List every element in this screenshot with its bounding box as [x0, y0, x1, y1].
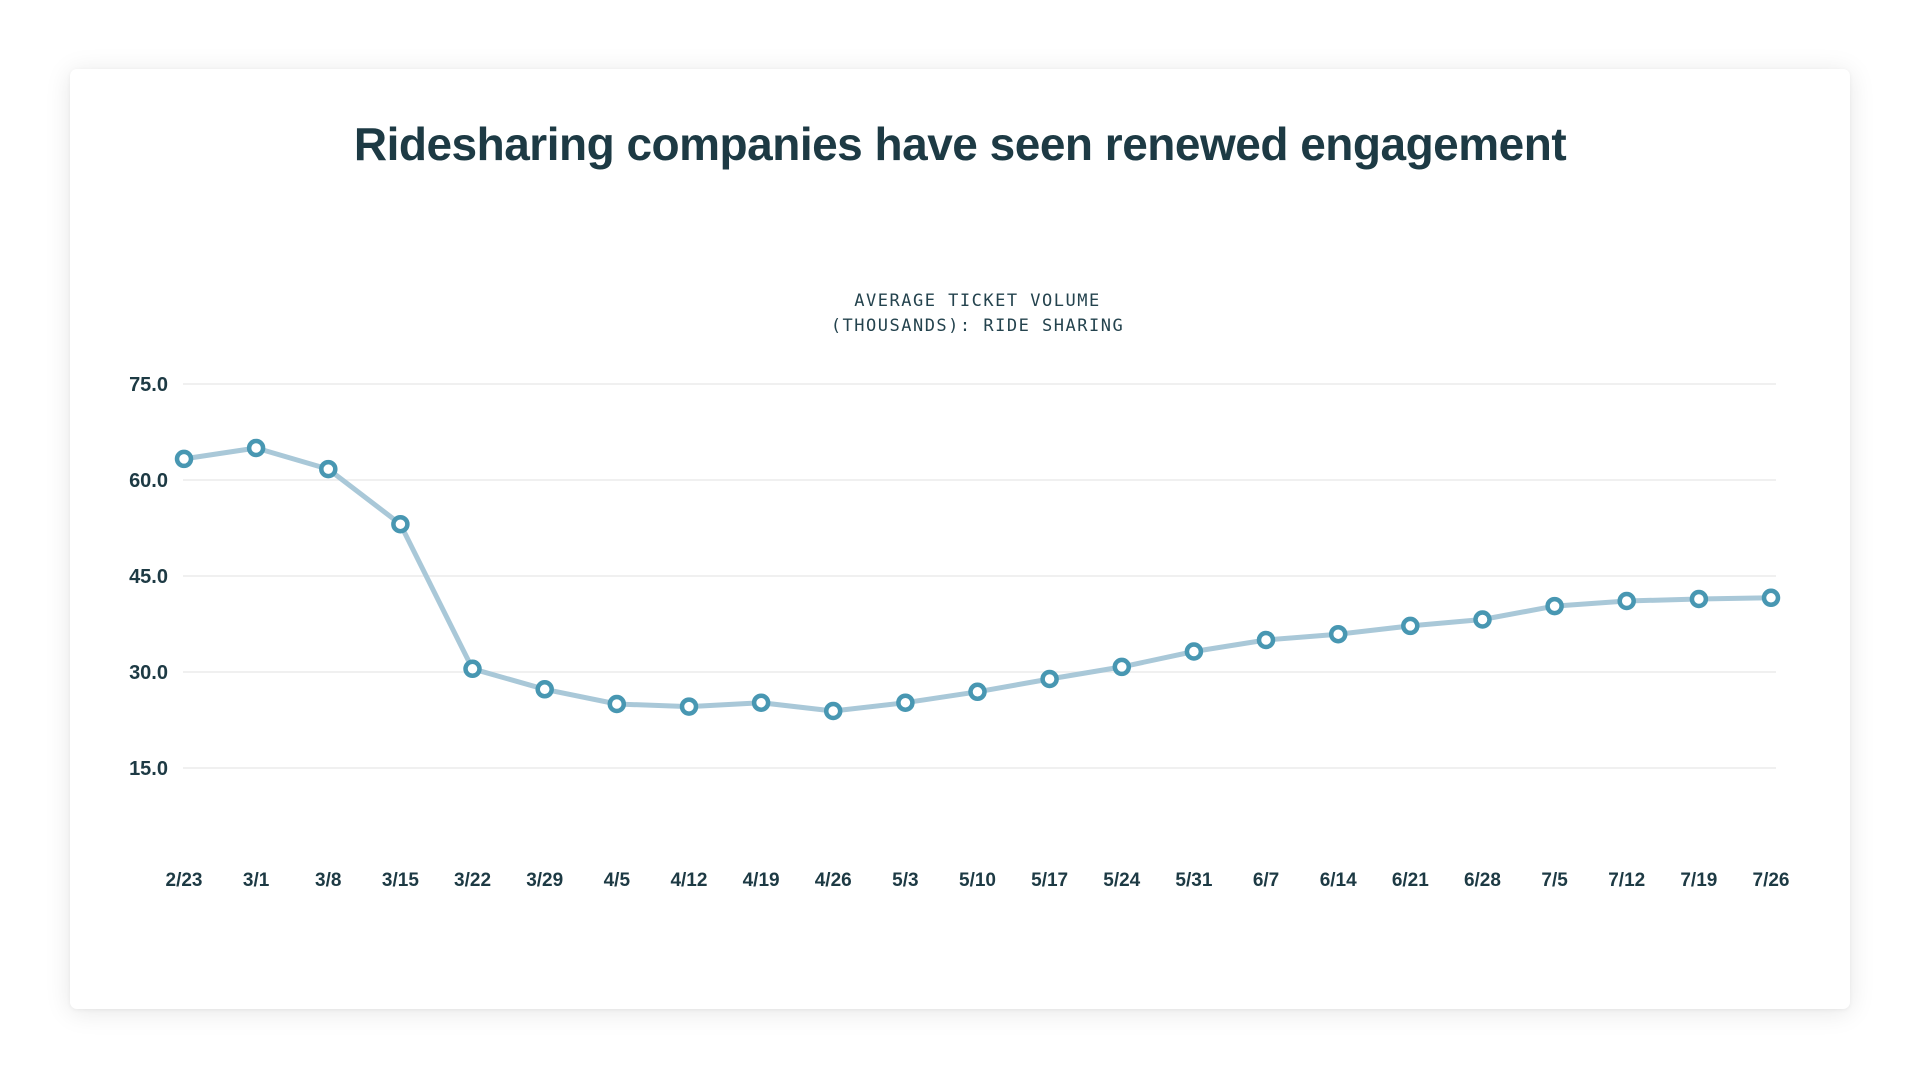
x-tick-label: 7/12 — [1608, 870, 1645, 891]
x-tick-label: 7/19 — [1680, 870, 1717, 891]
x-tick-label: 5/31 — [1175, 870, 1212, 891]
x-tick-label: 3/15 — [382, 870, 419, 891]
series — [174, 438, 1781, 721]
gridlines — [183, 383, 1776, 769]
x-tick-label: 3/8 — [315, 870, 341, 891]
data-point — [607, 694, 627, 714]
y-tick-label: 15.0 — [129, 758, 168, 780]
data-point — [1617, 591, 1636, 611]
chart-subtitle-line2: (THOUSANDS): RIDE SHARING — [830, 316, 1125, 336]
data-point — [174, 449, 194, 469]
data-point — [1401, 616, 1420, 636]
line-chart: 75.0 60.0 45.0 30.0 15.0 2/23 3/1 3/8 3/15 3/22 3… — [129, 374, 1790, 891]
y-tick-label: 30.0 — [129, 662, 168, 684]
x-tick-label: 6/28 — [1464, 870, 1501, 891]
data-point — [319, 459, 338, 479]
x-tick-label: 5/10 — [959, 870, 996, 891]
x-tick-label: 4/5 — [604, 870, 631, 891]
data-point — [968, 682, 987, 702]
data-point — [391, 514, 410, 534]
x-axis-labels: 2/23 3/1 3/8 3/15 3/22 3/29 4/5 4/12 4/19 4/26 5/3… — [166, 870, 1790, 891]
x-tick-label: 3/1 — [243, 870, 270, 891]
x-tick-label: 7/26 — [1753, 870, 1790, 891]
data-point — [679, 697, 699, 716]
data-point — [1689, 589, 1709, 609]
data-point — [1184, 642, 1204, 661]
y-tick-label: 75.0 — [129, 374, 168, 396]
data-point — [751, 693, 771, 712]
data-point — [1040, 669, 1059, 689]
chart-subtitle-line1: AVERAGE TICKET VOLUME — [854, 291, 1101, 311]
data-point — [535, 680, 554, 699]
data-point — [823, 701, 843, 721]
chart-subtitle: AVERAGE TICKET VOLUME (THOUSANDS): RIDE … — [184, 289, 1771, 339]
x-tick-label: 6/21 — [1392, 870, 1429, 891]
data-point — [1256, 630, 1276, 650]
y-tick-label: 45.0 — [129, 566, 168, 588]
data-point — [1761, 588, 1781, 608]
data-point — [1545, 596, 1564, 616]
y-axis-labels: 75.0 60.0 45.0 30.0 15.0 — [129, 374, 168, 780]
x-tick-label: 5/3 — [892, 870, 918, 891]
data-point — [246, 438, 266, 458]
chart-title: Ridesharing companies have seen renewed … — [353, 118, 1567, 170]
x-tick-label: 5/17 — [1031, 870, 1068, 891]
x-tick-label: 4/26 — [815, 870, 852, 891]
x-tick-label: 4/19 — [743, 870, 780, 891]
data-point — [463, 659, 482, 679]
x-tick-label: 7/5 — [1541, 870, 1568, 891]
data-point — [896, 693, 915, 712]
x-tick-label: 3/29 — [526, 870, 563, 891]
data-point — [1473, 610, 1492, 629]
x-tick-label: 5/24 — [1103, 870, 1140, 891]
y-tick-label: 60.0 — [129, 470, 168, 492]
x-tick-label: 4/12 — [670, 870, 707, 891]
x-tick-label: 6/7 — [1253, 870, 1279, 891]
data-point — [1112, 657, 1132, 677]
x-tick-label: 6/14 — [1320, 870, 1357, 891]
data-point — [1328, 624, 1348, 644]
x-tick-label: 3/22 — [454, 870, 491, 891]
x-tick-label: 2/23 — [166, 870, 203, 891]
chart-card: Ridesharing companies have seen renewed … — [70, 69, 1850, 1009]
